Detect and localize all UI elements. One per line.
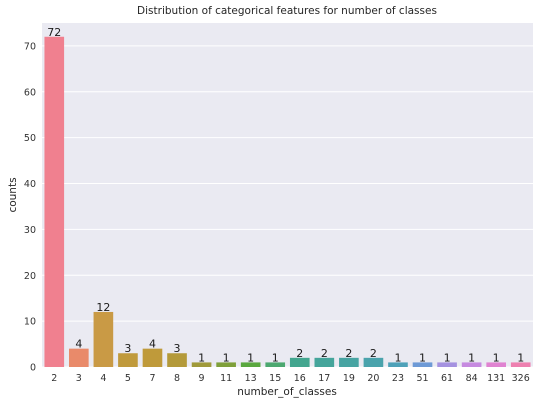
bar-2 xyxy=(44,36,65,367)
bar-17 xyxy=(314,357,335,367)
y-tick-label: 50 xyxy=(24,133,36,144)
x-tick-label-20: 20 xyxy=(367,373,379,384)
bar-131 xyxy=(486,362,506,367)
x-tick-label-19: 19 xyxy=(343,373,355,384)
data-label-8: 3 xyxy=(174,342,181,355)
y-tick-label: 30 xyxy=(24,225,36,236)
data-label-9: 1 xyxy=(198,351,205,364)
bar-51 xyxy=(412,362,433,367)
y-tick-label: 10 xyxy=(24,317,36,328)
x-tick-label-2: 2 xyxy=(51,373,57,384)
bar-7 xyxy=(142,348,163,367)
x-tick-label-13: 13 xyxy=(245,373,257,384)
x-tick-label-51: 51 xyxy=(416,373,428,384)
data-label-3: 4 xyxy=(75,338,82,351)
x-tick-label-9: 9 xyxy=(199,373,205,384)
bar-3 xyxy=(69,348,89,367)
y-tick-label: 60 xyxy=(24,87,36,98)
x-tick-label-11: 11 xyxy=(220,373,232,384)
bar-326 xyxy=(510,362,531,367)
bar-61 xyxy=(437,362,457,367)
y-tick-label: 20 xyxy=(24,271,36,282)
y-tick-label: 70 xyxy=(24,41,36,52)
bar-4 xyxy=(93,311,114,367)
data-label-51: 1 xyxy=(419,351,426,364)
x-tick-label-61: 61 xyxy=(441,373,453,384)
data-label-326: 1 xyxy=(517,351,524,364)
data-label-2: 72 xyxy=(47,26,61,39)
data-label-131: 1 xyxy=(493,351,500,364)
x-tick-label-16: 16 xyxy=(294,373,306,384)
data-label-7: 4 xyxy=(149,338,156,351)
x-tick-label-4: 4 xyxy=(100,373,106,384)
data-label-4: 12 xyxy=(96,301,110,314)
x-tick-label-17: 17 xyxy=(318,373,330,384)
data-label-84: 1 xyxy=(468,351,475,364)
bar-16 xyxy=(289,357,310,367)
x-tick-label-84: 84 xyxy=(466,373,478,384)
bar-5 xyxy=(118,353,138,367)
bar-9 xyxy=(191,362,212,367)
data-label-23: 1 xyxy=(394,351,401,364)
x-axis-ticks: 2 3 4 5 7 8 9 11 13 15 16 17 19 20 23 51 61 84 131 326 xyxy=(51,373,530,384)
bar-11 xyxy=(216,362,236,367)
data-label-16: 2 xyxy=(296,347,303,360)
data-label-61: 1 xyxy=(444,351,451,364)
x-tick-label-326: 326 xyxy=(512,373,530,384)
data-label-15: 1 xyxy=(272,351,279,364)
data-label-5: 3 xyxy=(124,342,131,355)
plot-area xyxy=(42,23,533,367)
bars xyxy=(44,36,531,367)
bar-15 xyxy=(265,362,286,367)
grid xyxy=(42,45,533,368)
data-label-19: 2 xyxy=(345,347,352,360)
data-label-13: 1 xyxy=(247,351,254,364)
bar-8 xyxy=(167,353,187,367)
data-label-11: 1 xyxy=(223,351,230,364)
bar-20 xyxy=(363,357,384,367)
y-axis-label: counts xyxy=(7,177,19,212)
bar-13 xyxy=(240,362,261,367)
y-tick-label: 40 xyxy=(24,179,36,190)
bar-23 xyxy=(388,362,408,367)
bar-19 xyxy=(339,357,359,367)
x-tick-label-15: 15 xyxy=(269,373,281,384)
data-label-17: 2 xyxy=(321,347,328,360)
y-axis-ticks: 0 10 20 30 40 50 60 70 xyxy=(24,41,36,373)
x-axis-label: number_of_classes xyxy=(237,386,337,398)
x-tick-label-8: 8 xyxy=(174,373,180,384)
x-tick-label-131: 131 xyxy=(487,373,505,384)
chart-title: Distribution of categorical features for… xyxy=(137,5,437,17)
x-tick-label-23: 23 xyxy=(392,373,404,384)
y-tick-label: 0 xyxy=(30,363,36,374)
data-label-20: 2 xyxy=(370,347,377,360)
x-tick-label-5: 5 xyxy=(125,373,131,384)
x-tick-label-3: 3 xyxy=(76,373,82,384)
x-tick-label-7: 7 xyxy=(149,373,155,384)
bar-84 xyxy=(461,362,482,367)
